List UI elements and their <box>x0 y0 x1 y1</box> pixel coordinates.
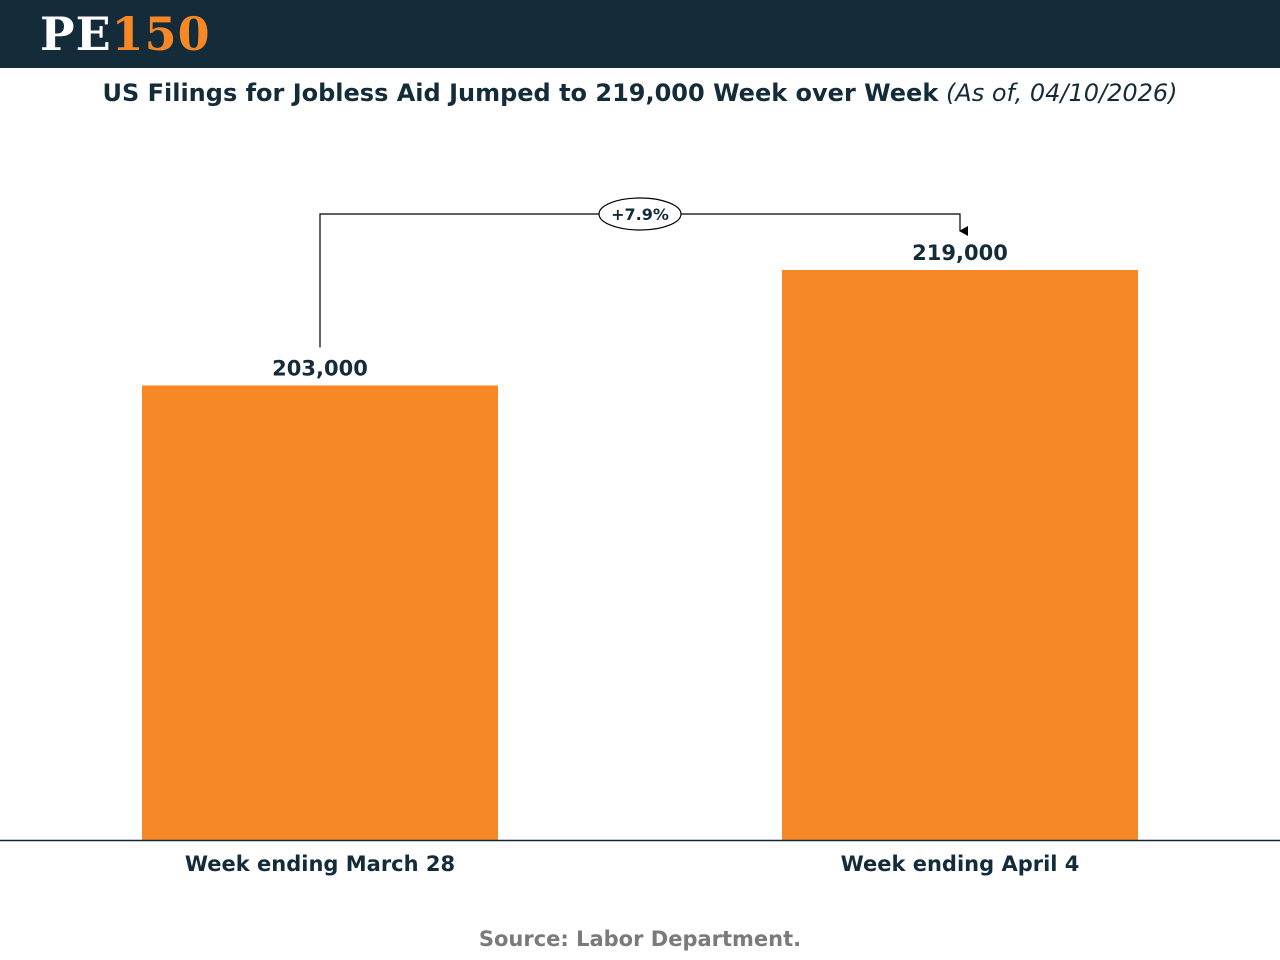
chart-title-subtitle: (As of, 04/10/2026) <box>945 79 1178 107</box>
bar-1 <box>142 385 498 840</box>
change-annotation-text: +7.9% <box>611 205 669 224</box>
data-label-2: 219,000 <box>912 241 1008 265</box>
source-note: Source: Labor Department. <box>478 927 802 951</box>
change-annotation-bubble <box>598 197 682 231</box>
logo-letters: PE <box>40 7 112 61</box>
category-label-2: Week ending April 4 <box>841 852 1080 876</box>
chart-title-main: US Filings for Jobless Aid Jumped to 219… <box>102 79 939 107</box>
chart-title: US Filings for Jobless Aid Jumped to 219… <box>0 76 1280 110</box>
header-bar: PE150 <box>0 0 1280 68</box>
pe150-logo: PE150 <box>40 6 211 62</box>
logo-number: 150 <box>111 7 211 61</box>
data-label-1: 203,000 <box>272 356 368 380</box>
bar-2 <box>782 270 1138 840</box>
category-label-1: Week ending March 28 <box>185 852 455 876</box>
